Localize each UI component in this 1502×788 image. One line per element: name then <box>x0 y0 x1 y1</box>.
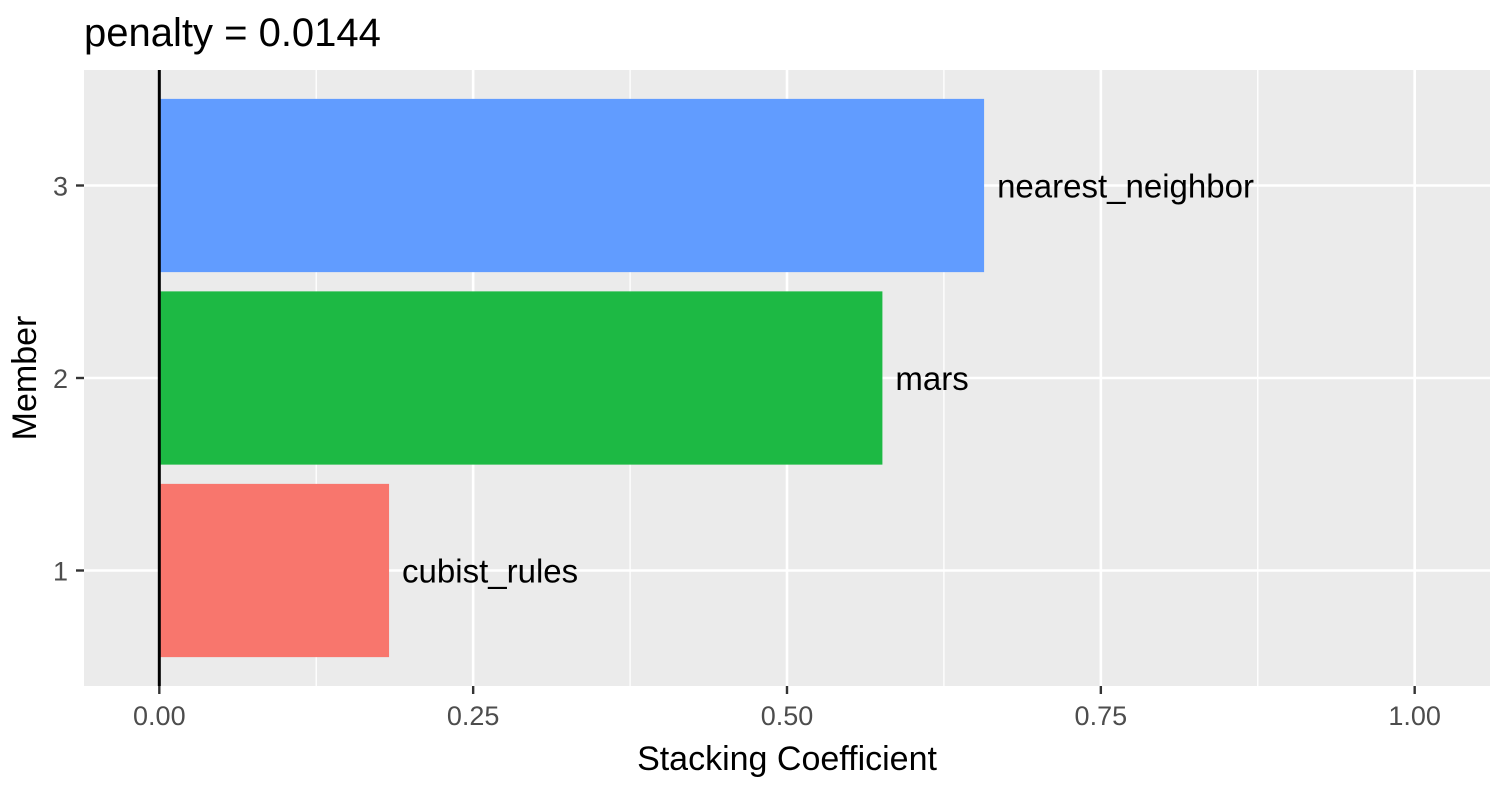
chart-title: penalty = 0.0144 <box>84 11 381 55</box>
bar-label-1: cubist_rules <box>402 553 578 590</box>
bar-1 <box>159 483 390 658</box>
x-axis-title: Stacking Coefficient <box>637 740 937 778</box>
bar-labels: cubist_rules mars nearest_neighbor <box>402 168 1254 590</box>
bar-3 <box>159 98 985 273</box>
y-axis: 1 2 3 <box>53 172 84 587</box>
x-tick-label: 0.75 <box>1075 701 1128 731</box>
x-tick-label: 0.50 <box>761 701 814 731</box>
bars <box>159 98 985 658</box>
y-tick-label: 1 <box>53 557 68 587</box>
x-tick-label: 1.00 <box>1388 701 1441 731</box>
bar-2 <box>159 291 883 465</box>
bar-label-3: nearest_neighbor <box>997 168 1254 205</box>
x-axis: 0.00 0.25 0.50 0.75 1.00 <box>133 686 1441 731</box>
y-tick-label: 2 <box>53 364 68 394</box>
bar-label-2: mars <box>895 360 968 397</box>
x-tick-label: 0.00 <box>133 701 186 731</box>
y-axis-title: Member <box>6 316 44 441</box>
x-tick-label: 0.25 <box>447 701 500 731</box>
y-tick-label: 3 <box>53 172 68 202</box>
